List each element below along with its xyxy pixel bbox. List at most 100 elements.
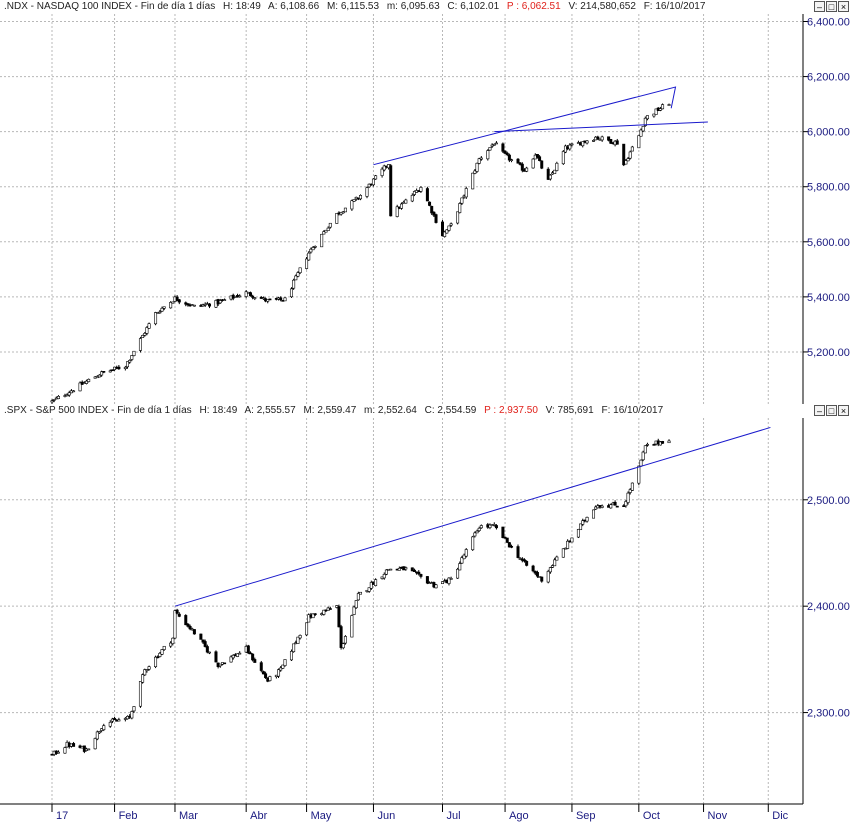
spx-maximize-button[interactable]: □: [826, 405, 837, 416]
candle-up: [551, 565, 555, 568]
candle-up: [404, 567, 408, 570]
candle-down: [535, 154, 539, 158]
candle-down: [501, 526, 505, 538]
x-tick-label-dic: Dic: [772, 810, 788, 822]
x-tick-label-sep: Sep: [576, 810, 596, 822]
spx-chart[interactable]: 2,500.00 2,400.00 2,300.00 17 Feb Mar Abr May Ju…: [0, 404, 851, 825]
candle-up: [296, 636, 300, 644]
candle-up: [292, 279, 296, 289]
candle-down: [525, 561, 529, 566]
candle-up: [326, 227, 330, 231]
candle-up: [147, 323, 151, 329]
candle-up: [63, 747, 67, 754]
candle-down: [440, 221, 444, 237]
candle-up: [570, 537, 574, 543]
x-tick-label-jul: Jul: [447, 810, 461, 822]
ndx-close-button[interactable]: ×: [838, 1, 849, 12]
candle-up: [238, 652, 242, 655]
ndx-maximize-button[interactable]: □: [826, 1, 837, 12]
candle-up: [374, 579, 378, 586]
spx-p: P : 2,937.50: [484, 405, 538, 416]
candle-down: [214, 651, 218, 663]
candle-down: [518, 162, 522, 165]
spx-minimize-button[interactable]: –: [814, 405, 825, 416]
candle-up: [78, 382, 82, 392]
candle-down: [505, 152, 509, 155]
candle-up: [266, 299, 270, 302]
candle-up: [141, 674, 145, 683]
candle-up: [294, 275, 298, 281]
candle-down: [535, 572, 539, 577]
candle-up: [311, 613, 315, 619]
candle-up: [486, 150, 490, 160]
candle-up: [510, 159, 514, 161]
y-tick-label: 2,500.00: [807, 495, 850, 507]
candle-up: [374, 175, 378, 180]
y-tick-label: 6,400.00: [807, 17, 850, 29]
candle-up: [667, 440, 671, 444]
candle-down: [246, 645, 250, 654]
candle-up: [525, 167, 529, 172]
candle-up: [320, 233, 324, 248]
candle-up: [56, 396, 60, 399]
candle-down: [412, 569, 416, 572]
x-tick-label-feb: Feb: [119, 810, 138, 822]
candle-up: [359, 591, 363, 595]
candle-down: [251, 295, 255, 298]
candle-up: [626, 492, 630, 503]
ndx-minimize-button[interactable]: –: [814, 1, 825, 12]
candle-down: [417, 571, 421, 575]
candle-down: [596, 136, 600, 140]
candle-up: [475, 530, 479, 534]
x-tick-label-17: 17: [56, 810, 68, 822]
candle-up: [343, 207, 347, 213]
candle-up: [289, 651, 293, 661]
candle-up: [67, 392, 71, 396]
candle-down: [425, 576, 429, 584]
candle-down: [516, 158, 520, 164]
candle-down: [503, 536, 507, 539]
candle-up: [160, 649, 164, 655]
candle-up: [85, 380, 89, 384]
x-tick-label-ago: Ago: [509, 810, 529, 822]
candle-up: [626, 158, 630, 162]
candle-up: [296, 272, 300, 277]
candle-down: [507, 542, 511, 548]
candle-down: [510, 546, 514, 548]
spx-close-button[interactable]: ×: [838, 405, 849, 416]
candle-up: [341, 211, 345, 214]
candle-down: [622, 143, 626, 166]
candle-down: [251, 653, 255, 661]
candle-up: [236, 653, 240, 657]
y-tick-label: 5,400.00: [807, 292, 850, 304]
candle-down: [503, 150, 507, 154]
candle-down: [223, 662, 227, 665]
candle-up: [145, 327, 149, 334]
candle-up: [298, 267, 302, 273]
candle-up: [130, 711, 134, 719]
candle-up: [311, 247, 315, 251]
candle-down: [186, 623, 190, 627]
candle-up: [410, 194, 414, 202]
candle-down: [156, 656, 160, 659]
spx-close: C: 2,554.59: [424, 405, 477, 416]
candle-up: [456, 211, 460, 224]
candle-up: [492, 524, 496, 526]
candle-up: [352, 199, 356, 202]
candle-down: [205, 646, 209, 653]
candle-up: [283, 659, 287, 666]
candle-up: [639, 129, 643, 137]
candle-up: [592, 509, 596, 519]
candle-up: [322, 609, 326, 615]
candle-down: [505, 537, 509, 543]
candle-up: [658, 108, 662, 111]
candle-down: [622, 505, 626, 507]
candle-up: [123, 366, 127, 370]
candle-up: [298, 635, 302, 639]
y-tick-label: 2,400.00: [807, 601, 850, 613]
candle-up: [447, 225, 451, 231]
candle-up: [223, 299, 227, 301]
candle-up: [568, 144, 572, 150]
candle-up: [488, 147, 492, 151]
ndx-chart[interactable]: 6,400.00 6,200.00 6,000.00 5,800.00 5,600.00…: [0, 0, 851, 404]
